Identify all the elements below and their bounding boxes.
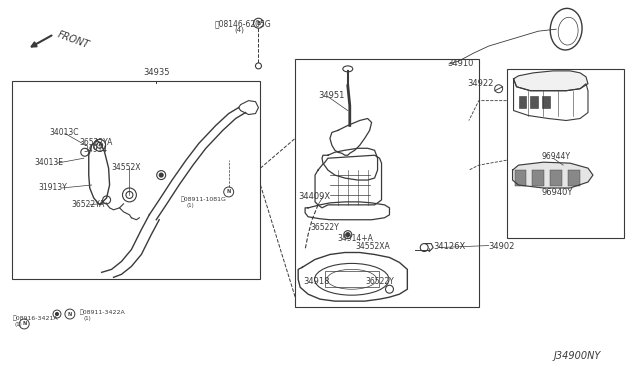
Text: 34918: 34918	[303, 277, 330, 286]
Text: (1): (1)	[84, 316, 92, 321]
Text: 34951: 34951	[318, 91, 344, 100]
Text: (1): (1)	[14, 322, 22, 327]
Polygon shape	[513, 71, 588, 91]
Bar	[568, 170, 580, 186]
Text: 34922: 34922	[467, 79, 493, 88]
Bar	[518, 96, 527, 108]
Bar	[515, 170, 527, 186]
Text: (1): (1)	[186, 203, 194, 208]
Bar	[550, 170, 562, 186]
Bar	[325, 271, 378, 287]
Polygon shape	[513, 162, 593, 188]
Text: ⓝ08911-1081G: ⓝ08911-1081G	[181, 196, 227, 202]
Bar	[507, 69, 624, 238]
Text: 96944Y: 96944Y	[541, 152, 570, 161]
Text: 34013E: 34013E	[34, 158, 63, 167]
Text: FRONT: FRONT	[56, 29, 91, 50]
Text: 34552X: 34552X	[111, 163, 141, 172]
Text: Ⓑ08146-6205G: Ⓑ08146-6205G	[215, 19, 271, 28]
Text: 34126X: 34126X	[433, 241, 465, 251]
Text: 34552XA: 34552XA	[356, 241, 390, 251]
Text: J34900NY: J34900NY	[553, 351, 600, 361]
Bar	[531, 96, 538, 108]
Text: 36522Y: 36522Y	[310, 223, 339, 232]
Text: N: N	[68, 311, 72, 317]
Text: (4): (4)	[235, 26, 244, 33]
Circle shape	[159, 173, 163, 177]
Text: 34910: 34910	[447, 59, 474, 68]
Text: 31913Y: 31913Y	[38, 183, 67, 192]
Circle shape	[346, 232, 350, 237]
Text: 34409X: 34409X	[298, 192, 330, 201]
Text: 34935: 34935	[143, 68, 170, 77]
Text: 34914: 34914	[84, 145, 108, 154]
Text: N: N	[227, 189, 231, 195]
Text: B: B	[257, 21, 260, 26]
Text: 34914+A: 34914+A	[338, 234, 374, 243]
Bar	[12, 81, 260, 279]
Text: 34013C: 34013C	[49, 128, 79, 137]
Text: 36522YA: 36522YA	[72, 200, 105, 209]
Text: 36522YA: 36522YA	[80, 138, 113, 147]
Text: ⓝ08916-3421A: ⓝ08916-3421A	[12, 315, 58, 321]
Text: 36522Y: 36522Y	[365, 277, 394, 286]
Text: 96940Y: 96940Y	[541, 188, 573, 197]
Bar	[295, 59, 479, 307]
Text: N: N	[22, 321, 26, 327]
Text: 34902: 34902	[489, 241, 515, 251]
Circle shape	[56, 312, 58, 315]
Bar	[542, 96, 550, 108]
Bar	[532, 170, 544, 186]
Text: ⓝ08911-3422A: ⓝ08911-3422A	[80, 309, 125, 315]
